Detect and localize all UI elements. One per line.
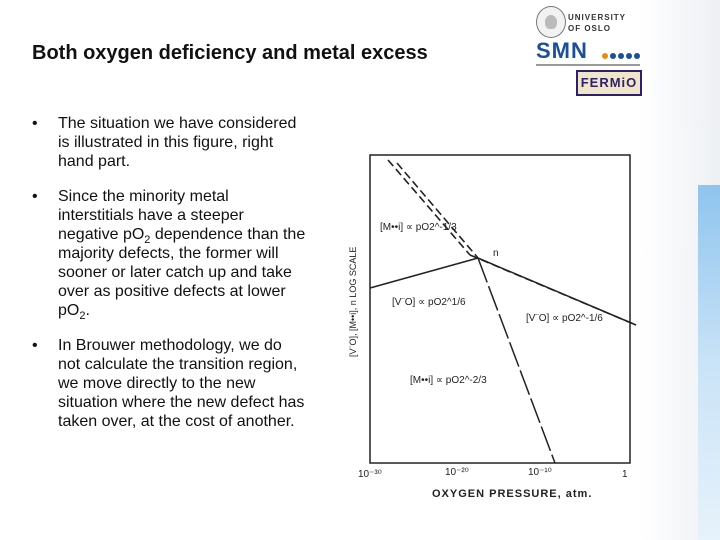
n-line-left-upper — [387, 159, 471, 256]
x-tick-label: 10⁻³⁰ — [358, 469, 382, 480]
vo-line-left — [369, 257, 479, 289]
plot-frame — [369, 154, 631, 464]
university-line-1: UNIVERSITY — [568, 13, 627, 22]
bullet-marker: • — [32, 337, 38, 354]
university-seal-icon — [536, 6, 566, 38]
university-logo-text: UNIVERSITY OF OSLO — [568, 12, 626, 34]
bullet-text-part: dependence than the majority defects, th… — [58, 226, 306, 319]
university-line-2: OF OSLO — [568, 24, 611, 33]
plot-curves — [369, 159, 637, 464]
smn-subtitle-line — [536, 64, 640, 66]
plot-annotations: [M••i] ∝ pO2^-1/3 n [V¨O] ∝ pO2^1/6 [V¨O… — [380, 222, 603, 386]
smn-logo: SMN — [536, 38, 588, 63]
subscript: 2 — [144, 234, 151, 247]
smn-dots-icon — [602, 46, 642, 59]
bullet-item: • Since the minority metal interstitials… — [28, 187, 308, 323]
mi-line — [477, 257, 556, 464]
bullet-text: In Brouwer methodology, we do not calcul… — [58, 337, 305, 430]
annotation-vo-16: [V¨O] ∝ pO2^1/6 — [392, 297, 466, 308]
bullet-item: • The situation we have considered is il… — [28, 114, 308, 171]
slide-title: Both oxygen deficiency and metal excess — [32, 42, 428, 64]
annotation-mi-13: [M••i] ∝ pO2^-1/3 — [380, 222, 457, 233]
annotation-mi-23: [M••i] ∝ pO2^-2/3 — [410, 375, 487, 386]
x-tick-label: 1 — [622, 469, 628, 480]
x-axis-ticks: 10⁻³⁰ 10⁻²⁰ 10⁻¹⁰ 1 — [358, 467, 628, 480]
vo-line-right — [477, 257, 637, 326]
fermio-logo: FERMiO — [576, 70, 642, 96]
brouwer-diagram: [M••i] ∝ pO2^-1/3 n [V¨O] ∝ pO2^1/6 [V¨O… — [348, 154, 637, 500]
x-tick-label: 10⁻²⁰ — [445, 467, 469, 478]
n-line-left — [396, 162, 479, 259]
x-tick-label: 10⁻¹⁰ — [528, 467, 552, 478]
bullet-item: • In Brouwer methodology, we do not calc… — [28, 336, 308, 431]
bullet-marker: • — [32, 188, 38, 205]
bullet-text: Since the minority metal interstitials h… — [58, 188, 306, 323]
bullet-text: The situation we have considered is illu… — [58, 115, 297, 170]
subscript: 2 — [79, 310, 86, 323]
annotation-vo-neg16: [V¨O] ∝ pO2^-1/6 — [526, 313, 603, 324]
bullet-marker: • — [32, 115, 38, 132]
annotation-n: n — [493, 248, 499, 259]
bullet-list: • The situation we have considered is il… — [28, 114, 308, 447]
bullet-text-part: . — [85, 302, 90, 319]
logo-area: UNIVERSITY OF OSLO SMN FERMiO — [532, 4, 720, 104]
x-axis-label: OXYGEN PRESSURE, atm. — [432, 488, 592, 500]
decorative-blue-bar — [698, 185, 720, 540]
bullet-text-part: Since the minority metal interstitials h… — [58, 188, 244, 243]
y-axis-label: [V¨O], [M••i], n LOG SCALE — [348, 247, 358, 357]
